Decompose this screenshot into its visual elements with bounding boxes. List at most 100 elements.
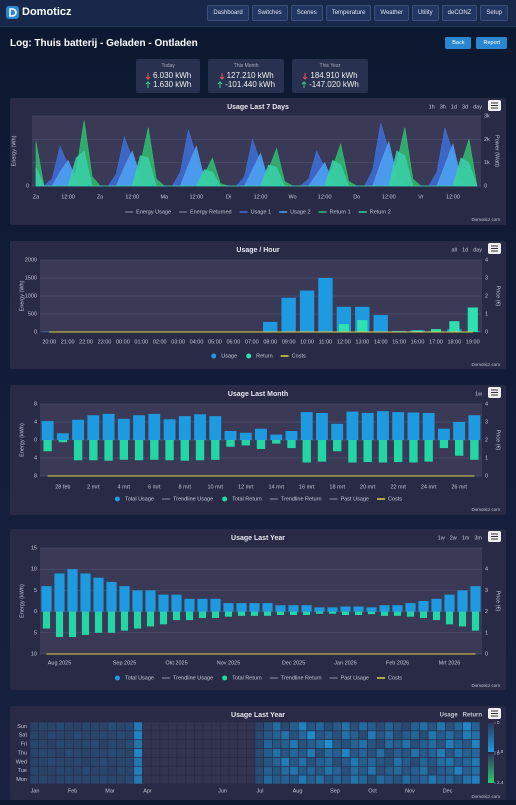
- heat-cell: [342, 775, 351, 784]
- heat-cell: [298, 775, 307, 784]
- heat-cell: [428, 740, 437, 749]
- heat-cell: [411, 722, 420, 731]
- heat-cell: [445, 749, 454, 758]
- nav-button[interactable]: Dashboard: [207, 5, 248, 21]
- colorbar: [488, 754, 494, 783]
- heat-cell: [454, 722, 463, 731]
- heat-cell: [411, 766, 420, 775]
- heat-cell: [39, 757, 48, 766]
- x-tick-label: Aug 2025: [48, 660, 72, 666]
- heat-cell: [437, 740, 446, 749]
- back-button[interactable]: Back: [445, 37, 471, 49]
- bar: [394, 440, 402, 462]
- empty-cell: [194, 731, 203, 740]
- bar: [374, 315, 388, 332]
- empty-cell: [168, 740, 177, 749]
- heat-cell: [117, 749, 126, 758]
- heat-cell: [333, 749, 342, 758]
- heat-cell: [402, 749, 411, 758]
- nav-button[interactable]: Setup: [480, 5, 508, 21]
- range-button[interactable]: 3h: [440, 104, 446, 110]
- bar: [318, 278, 332, 332]
- heat-cell: [333, 722, 342, 731]
- heat-cell: [39, 775, 48, 784]
- heat-cell: [117, 722, 126, 731]
- colorbar-label: 0: [497, 720, 500, 725]
- x-tick-label: Apr: [143, 788, 152, 794]
- bar: [286, 431, 298, 440]
- bar: [405, 603, 415, 611]
- x-tick-label: 04:00: [190, 339, 204, 345]
- range-button[interactable]: 2w: [450, 535, 457, 541]
- heat-cell: [428, 757, 437, 766]
- range-button[interactable]: day: [473, 247, 482, 253]
- x-tick-label: 12:00: [337, 339, 351, 345]
- range-button[interactable]: 1w: [475, 391, 482, 397]
- heat-cell: [471, 775, 480, 784]
- x-tick-label: 28 feb: [55, 484, 70, 490]
- heat-cell: [108, 757, 117, 766]
- empty-cell: [229, 757, 238, 766]
- empty-cell: [177, 757, 186, 766]
- range-button[interactable]: 3d: [462, 104, 468, 110]
- heat-cell: [376, 766, 385, 775]
- nav-button[interactable]: Utility: [412, 5, 439, 21]
- nav-button[interactable]: Switches: [252, 5, 288, 21]
- heat-cell: [56, 731, 65, 740]
- bar: [209, 416, 221, 440]
- range-button[interactable]: all: [451, 247, 457, 253]
- heat-cell: [385, 775, 394, 784]
- bar: [42, 421, 54, 440]
- heat-cell: [316, 757, 325, 766]
- bar: [87, 415, 99, 440]
- range-button[interactable]: 1d: [462, 247, 468, 253]
- nav-button[interactable]: deCONZ: [442, 5, 478, 21]
- x-tick-label: 12 mrt: [238, 484, 254, 490]
- heat-cell: [65, 775, 74, 784]
- heat-cell: [376, 731, 385, 740]
- chart-title: Usage / Hour: [236, 247, 279, 254]
- heat-cell: [82, 766, 91, 775]
- range-button[interactable]: 1w: [438, 535, 445, 541]
- x-tick-label: Jan 2026: [334, 660, 357, 666]
- x-tick-label: 13:00: [355, 339, 369, 345]
- range-button[interactable]: 1h: [429, 104, 435, 110]
- heat-cell: [56, 775, 65, 784]
- report-button[interactable]: Report: [476, 37, 507, 49]
- nav-button[interactable]: Scenes: [291, 5, 323, 21]
- y-tick-label: 0: [26, 183, 29, 189]
- heat-cell: [368, 722, 377, 731]
- heat-cell: [471, 722, 480, 731]
- x-tick-label: 20:00: [42, 339, 56, 345]
- x-tick-label: Okt 2025: [165, 660, 187, 666]
- heat-cell: [359, 722, 368, 731]
- range-button[interactable]: 3m: [474, 535, 482, 541]
- heat-cell: [454, 766, 463, 775]
- heat-cell: [298, 766, 307, 775]
- x-tick-label: Wo: [289, 194, 297, 200]
- heat-cell: [324, 740, 333, 749]
- range-button[interactable]: day: [473, 104, 482, 110]
- heat-cell: [272, 775, 281, 784]
- empty-cell: [220, 775, 229, 784]
- bar: [272, 440, 280, 444]
- nav-button[interactable]: Weather: [374, 5, 409, 21]
- x-tick-label: 18:00: [447, 339, 461, 345]
- down-value: 184.910 kWh: [310, 71, 357, 80]
- heat-cell: [368, 757, 377, 766]
- heat-cell: [117, 766, 126, 775]
- empty-cell: [246, 722, 255, 731]
- range-button[interactable]: 1d: [451, 104, 457, 110]
- heat-cell: [359, 775, 368, 784]
- row-label: Sun: [17, 724, 27, 730]
- empty-cell: [194, 766, 203, 775]
- range-button[interactable]: 1m: [462, 535, 470, 541]
- heat-cell: [65, 766, 74, 775]
- nav-button[interactable]: Temperature: [326, 5, 372, 21]
- heat-cell: [316, 731, 325, 740]
- legend-label: Costs: [388, 496, 402, 502]
- empty-cell: [177, 775, 186, 784]
- heat-cell: [411, 740, 420, 749]
- x-tick-label: 01:00: [134, 339, 148, 345]
